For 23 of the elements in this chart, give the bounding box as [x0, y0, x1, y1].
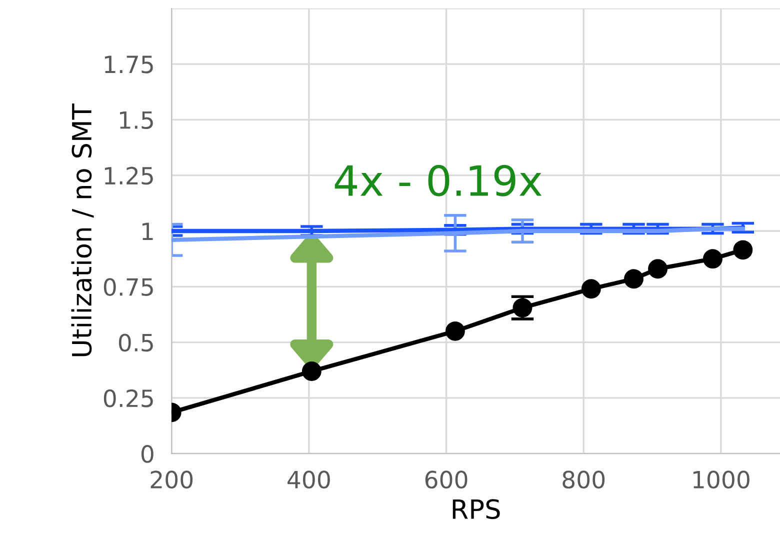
y-tick-label: 1.5	[120, 111, 153, 130]
y-axis-title: Utilization / no SMT	[71, 104, 94, 356]
y-tick-label: 0	[141, 445, 154, 463]
x-tick-label: 400	[288, 470, 330, 489]
point	[624, 269, 644, 289]
x-tick-label: 200	[150, 470, 193, 489]
point	[648, 259, 668, 279]
x-tick-label: 800	[562, 470, 605, 489]
point	[702, 249, 722, 269]
y-tick-label: 1.25	[104, 166, 153, 185]
point	[581, 279, 601, 299]
point	[733, 240, 753, 260]
y-tick-label: 1.75	[104, 56, 153, 74]
y-tick-label: 0.5	[118, 334, 153, 352]
x-axis-title: RPS	[452, 499, 500, 520]
x-tick-label: 600	[425, 470, 468, 489]
y-tick-label: 1	[142, 222, 153, 240]
y-tick-label: 0.75	[104, 278, 153, 296]
point	[445, 321, 465, 341]
point	[302, 362, 322, 381]
x-tick-label: 1000	[693, 470, 750, 489]
annotation: 4x - 0.19x	[334, 164, 542, 196]
y-tick-label: 0.25	[104, 389, 153, 408]
